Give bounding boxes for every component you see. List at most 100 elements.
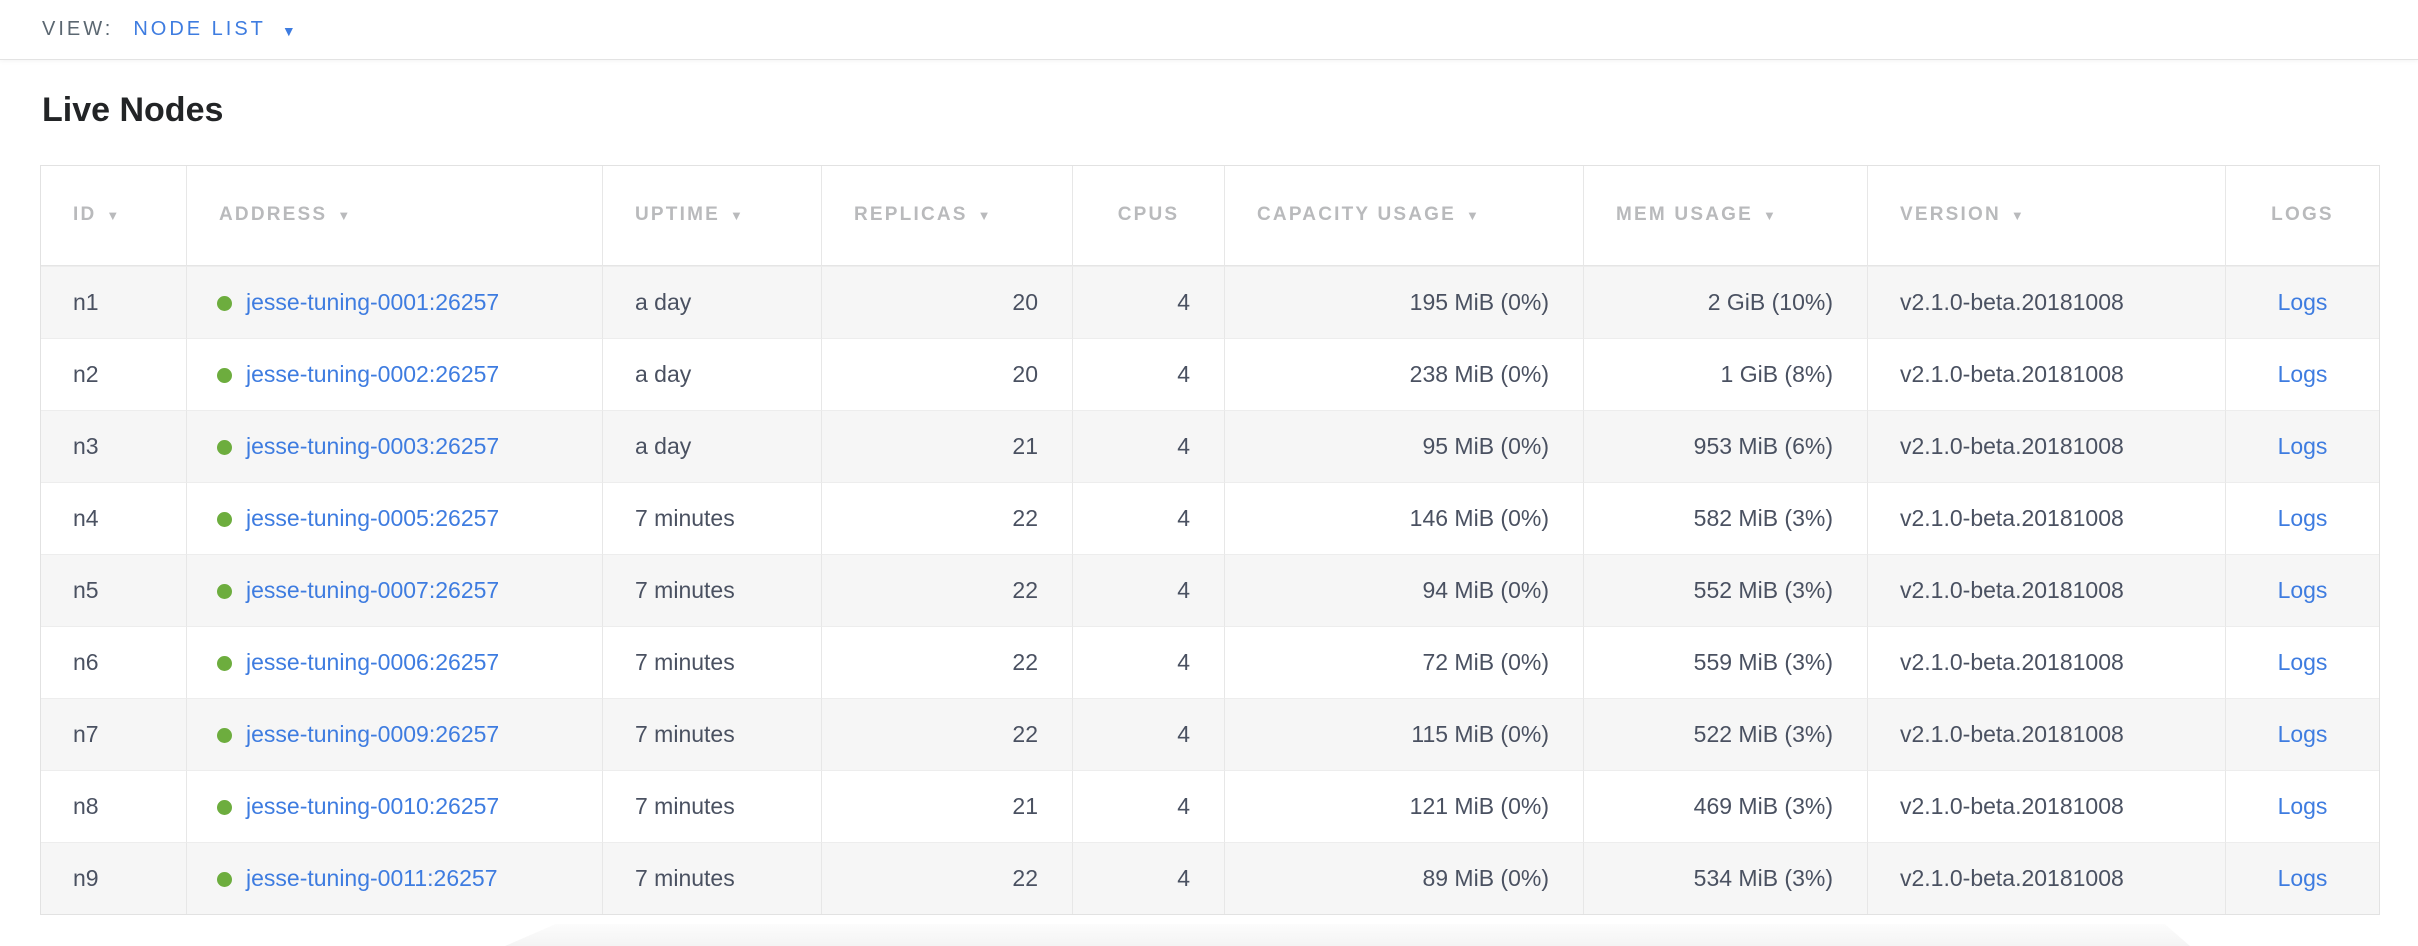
cell-replicas: 22: [821, 625, 1072, 698]
page-title: Live Nodes: [42, 91, 224, 129]
cell-id: n5: [41, 553, 186, 626]
cell-uptime: 7 minutes: [602, 769, 821, 842]
cell-mem: 582 MiB (3%): [1583, 481, 1867, 554]
cell-replicas: 21: [821, 769, 1072, 842]
node-status-icon: [217, 583, 232, 599]
view-selected-value: NODE LIST: [133, 18, 266, 40]
column-header-logs: LOGS: [2225, 165, 2379, 266]
cell-uptime: 7 minutes: [602, 481, 821, 554]
address-link[interactable]: jesse-tuning-0007:26257: [246, 576, 500, 603]
cell-logs: Logs: [2225, 841, 2379, 914]
cell-replicas: 20: [821, 337, 1072, 410]
table-row: n6 jesse-tuning-0006:26257 7 minutes 22 4 72 …: [41, 625, 2379, 698]
cell-cpus: 4: [1072, 553, 1224, 626]
table-row: n1 jesse-tuning-0001:26257 a day 20 4 195 MiB…: [41, 265, 2379, 338]
logs-link[interactable]: Logs: [2277, 504, 2328, 531]
logs-link[interactable]: Logs: [2277, 288, 2328, 315]
cell-mem: 2 GiB (10%): [1583, 265, 1867, 338]
cell-replicas: 22: [821, 481, 1072, 554]
cell-id: n6: [41, 625, 186, 698]
cell-replicas: 22: [821, 553, 1072, 626]
cell-capacity: 115 MiB (0%): [1224, 697, 1583, 770]
address-link[interactable]: jesse-tuning-0006:26257: [246, 648, 500, 675]
cell-uptime: a day: [602, 265, 821, 338]
cell-capacity: 146 MiB (0%): [1224, 481, 1583, 554]
address-link[interactable]: jesse-tuning-0001:26257: [246, 288, 500, 315]
cell-logs: Logs: [2225, 769, 2379, 842]
cell-version: v2.1.0-beta.20181008: [1867, 841, 2225, 914]
cell-capacity: 89 MiB (0%): [1224, 841, 1583, 914]
address-link[interactable]: jesse-tuning-0003:26257: [246, 432, 500, 459]
cell-id: n2: [41, 337, 186, 410]
cell-version: v2.1.0-beta.20181008: [1867, 337, 2225, 410]
column-header-id[interactable]: ID ▼: [41, 165, 186, 266]
column-header-label: CAPACITY USAGE: [1257, 204, 1457, 226]
table-row: n5 jesse-tuning-0007:26257 7 minutes 22 4 94 …: [41, 553, 2379, 626]
cell-address: jesse-tuning-0011:26257: [186, 841, 602, 914]
address-link[interactable]: jesse-tuning-0011:26257: [246, 864, 498, 891]
column-header-uptime[interactable]: UPTIME ▼: [602, 165, 821, 266]
logs-link[interactable]: Logs: [2277, 576, 2328, 603]
cell-mem: 953 MiB (6%): [1583, 409, 1867, 482]
cell-id: n9: [41, 841, 186, 914]
cell-cpus: 4: [1072, 481, 1224, 554]
node-status-icon: [217, 871, 232, 887]
address-link[interactable]: jesse-tuning-0002:26257: [246, 360, 500, 387]
next-panel-shadow: [505, 924, 2190, 946]
column-header-label: LOGS: [2271, 204, 2334, 226]
address-link[interactable]: jesse-tuning-0009:26257: [246, 720, 500, 747]
cell-cpus: 4: [1072, 337, 1224, 410]
cell-address: jesse-tuning-0005:26257: [186, 481, 602, 554]
node-status-icon: [217, 295, 232, 311]
cell-address: jesse-tuning-0009:26257: [186, 697, 602, 770]
column-header-label: ADDRESS: [219, 204, 328, 226]
column-header-capacity[interactable]: CAPACITY USAGE ▼: [1224, 165, 1583, 266]
address-link[interactable]: jesse-tuning-0005:26257: [246, 504, 500, 531]
cell-version: v2.1.0-beta.20181008: [1867, 769, 2225, 842]
cell-version: v2.1.0-beta.20181008: [1867, 697, 2225, 770]
column-header-label: REPLICAS: [854, 204, 968, 226]
cell-mem: 469 MiB (3%): [1583, 769, 1867, 842]
cell-id: n1: [41, 265, 186, 338]
address-link[interactable]: jesse-tuning-0010:26257: [246, 792, 500, 819]
cell-capacity: 121 MiB (0%): [1224, 769, 1583, 842]
view-label: VIEW:: [42, 18, 114, 40]
logs-link[interactable]: Logs: [2277, 720, 2328, 747]
cell-mem: 522 MiB (3%): [1583, 697, 1867, 770]
logs-link[interactable]: Logs: [2277, 648, 2328, 675]
cell-address: jesse-tuning-0007:26257: [186, 553, 602, 626]
sort-caret-icon: ▼: [977, 208, 993, 224]
cell-cpus: 4: [1072, 625, 1224, 698]
cell-address: jesse-tuning-0006:26257: [186, 625, 602, 698]
view-selector-dropdown[interactable]: NODE LIST ▼: [133, 18, 298, 41]
column-header-label: VERSION: [1900, 204, 2001, 226]
logs-link[interactable]: Logs: [2277, 864, 2328, 891]
cell-version: v2.1.0-beta.20181008: [1867, 265, 2225, 338]
column-header-mem[interactable]: MEM USAGE ▼: [1583, 165, 1867, 266]
logs-link[interactable]: Logs: [2277, 792, 2328, 819]
cell-logs: Logs: [2225, 625, 2379, 698]
sort-caret-icon: ▼: [729, 208, 746, 224]
logs-link[interactable]: Logs: [2277, 360, 2328, 387]
cell-capacity: 72 MiB (0%): [1224, 625, 1583, 698]
cell-logs: Logs: [2225, 265, 2379, 338]
cell-logs: Logs: [2225, 481, 2379, 554]
cell-version: v2.1.0-beta.20181008: [1867, 625, 2225, 698]
column-header-address[interactable]: ADDRESS ▼: [186, 165, 602, 266]
column-header-replicas[interactable]: REPLICAS ▼: [821, 165, 1072, 266]
view-bar: VIEW: NODE LIST ▼: [0, 0, 2418, 60]
cell-id: n3: [41, 409, 186, 482]
table-row: n7 jesse-tuning-0009:26257 7 minutes 22 4 115…: [41, 697, 2379, 770]
cell-logs: Logs: [2225, 409, 2379, 482]
sort-caret-icon: ▼: [2010, 208, 2026, 224]
cell-version: v2.1.0-beta.20181008: [1867, 553, 2225, 626]
cell-cpus: 4: [1072, 769, 1224, 842]
cell-id: n4: [41, 481, 186, 554]
column-header-version[interactable]: VERSION ▼: [1867, 165, 2225, 266]
logs-link[interactable]: Logs: [2277, 432, 2328, 459]
cell-address: jesse-tuning-0001:26257: [186, 265, 602, 338]
cell-capacity: 195 MiB (0%): [1224, 265, 1583, 338]
cell-logs: Logs: [2225, 697, 2379, 770]
cell-capacity: 238 MiB (0%): [1224, 337, 1583, 410]
